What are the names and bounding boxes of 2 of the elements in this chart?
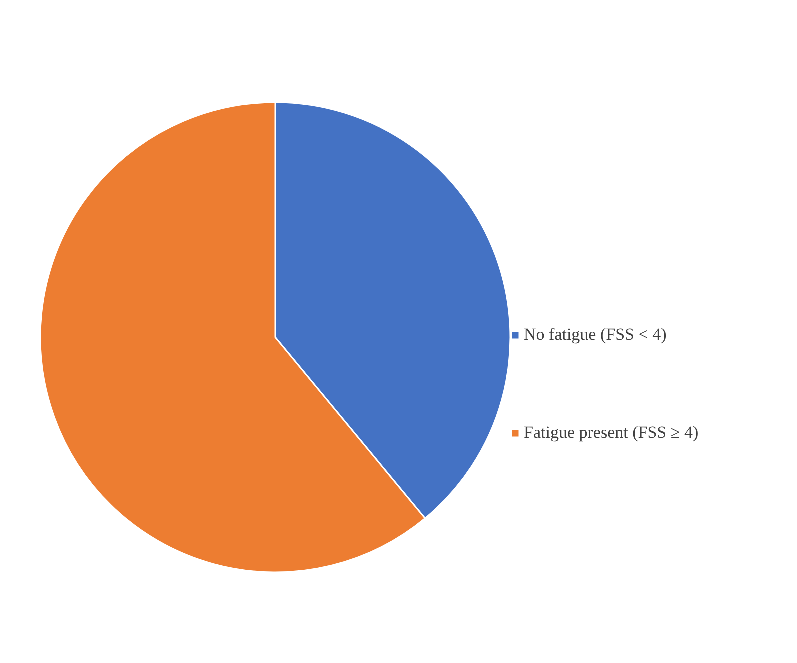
legend-label: Fatigue present (FSS ≥ 4) — [524, 423, 699, 443]
legend-label: No fatigue (FSS < 4) — [524, 325, 667, 345]
